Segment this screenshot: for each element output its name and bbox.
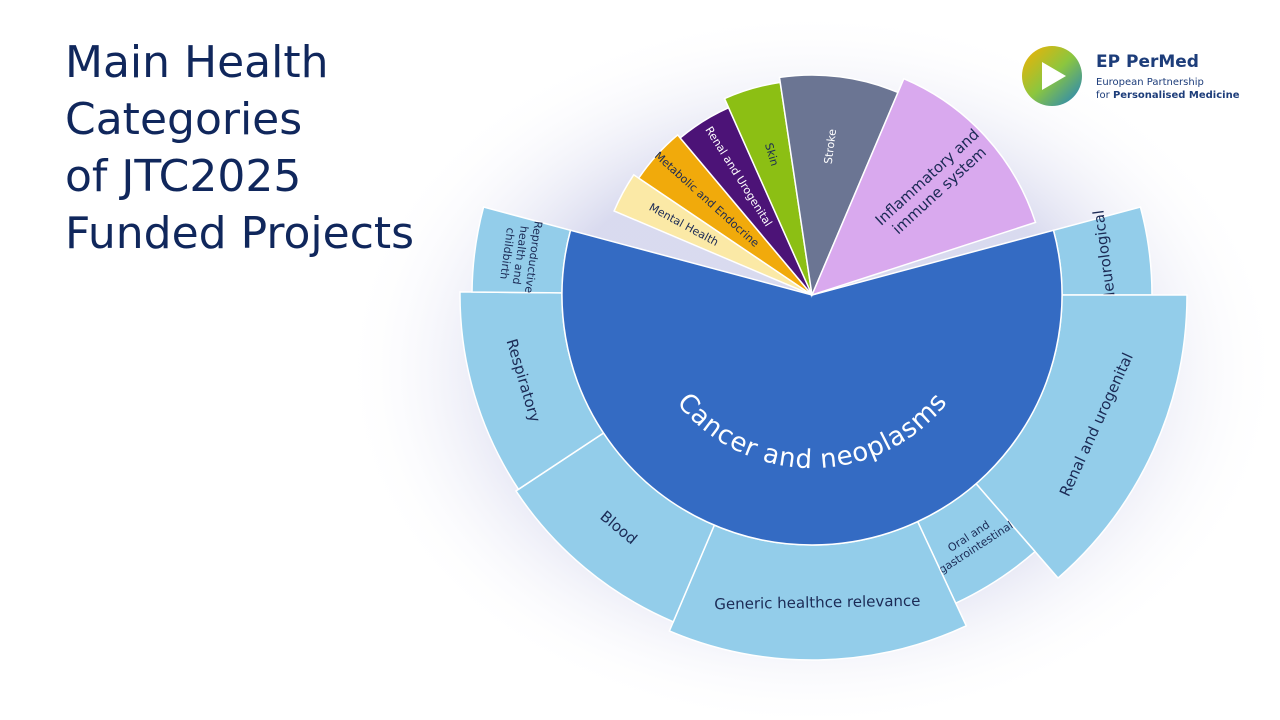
center-segment [561, 229, 1063, 546]
title: Main Health Categories of JTC2025 Funded… [65, 37, 414, 259]
fan-label: Stroke [822, 128, 839, 165]
logo-bold: Personalised Medicine [1113, 90, 1240, 101]
title-line: Main Health [65, 37, 329, 88]
fan-segment [810, 77, 1037, 297]
logo: EP PerMed European Partnership for Perso… [1022, 46, 1240, 106]
title-line: of JTC2025 [65, 151, 301, 202]
logo-for: for [1096, 90, 1111, 101]
logo-text: European Partnership [1096, 77, 1204, 88]
logo-text: for Personalised Medicine [1096, 90, 1240, 101]
fan-label: Skin [762, 141, 781, 167]
logo-name: EP PerMed [1096, 52, 1199, 72]
fan-segment [778, 74, 899, 298]
ring-label: Generic healthce relevance [714, 591, 920, 613]
label-line: Generic healthce relevance [714, 591, 920, 613]
label-line: Skin [762, 141, 781, 167]
title-line: Funded Projects [65, 208, 414, 259]
fan-segment [637, 133, 813, 296]
title-line: Categories [65, 94, 302, 145]
fan-segment [613, 173, 813, 296]
label-line: Stroke [822, 128, 839, 165]
logo-play [1042, 62, 1066, 90]
